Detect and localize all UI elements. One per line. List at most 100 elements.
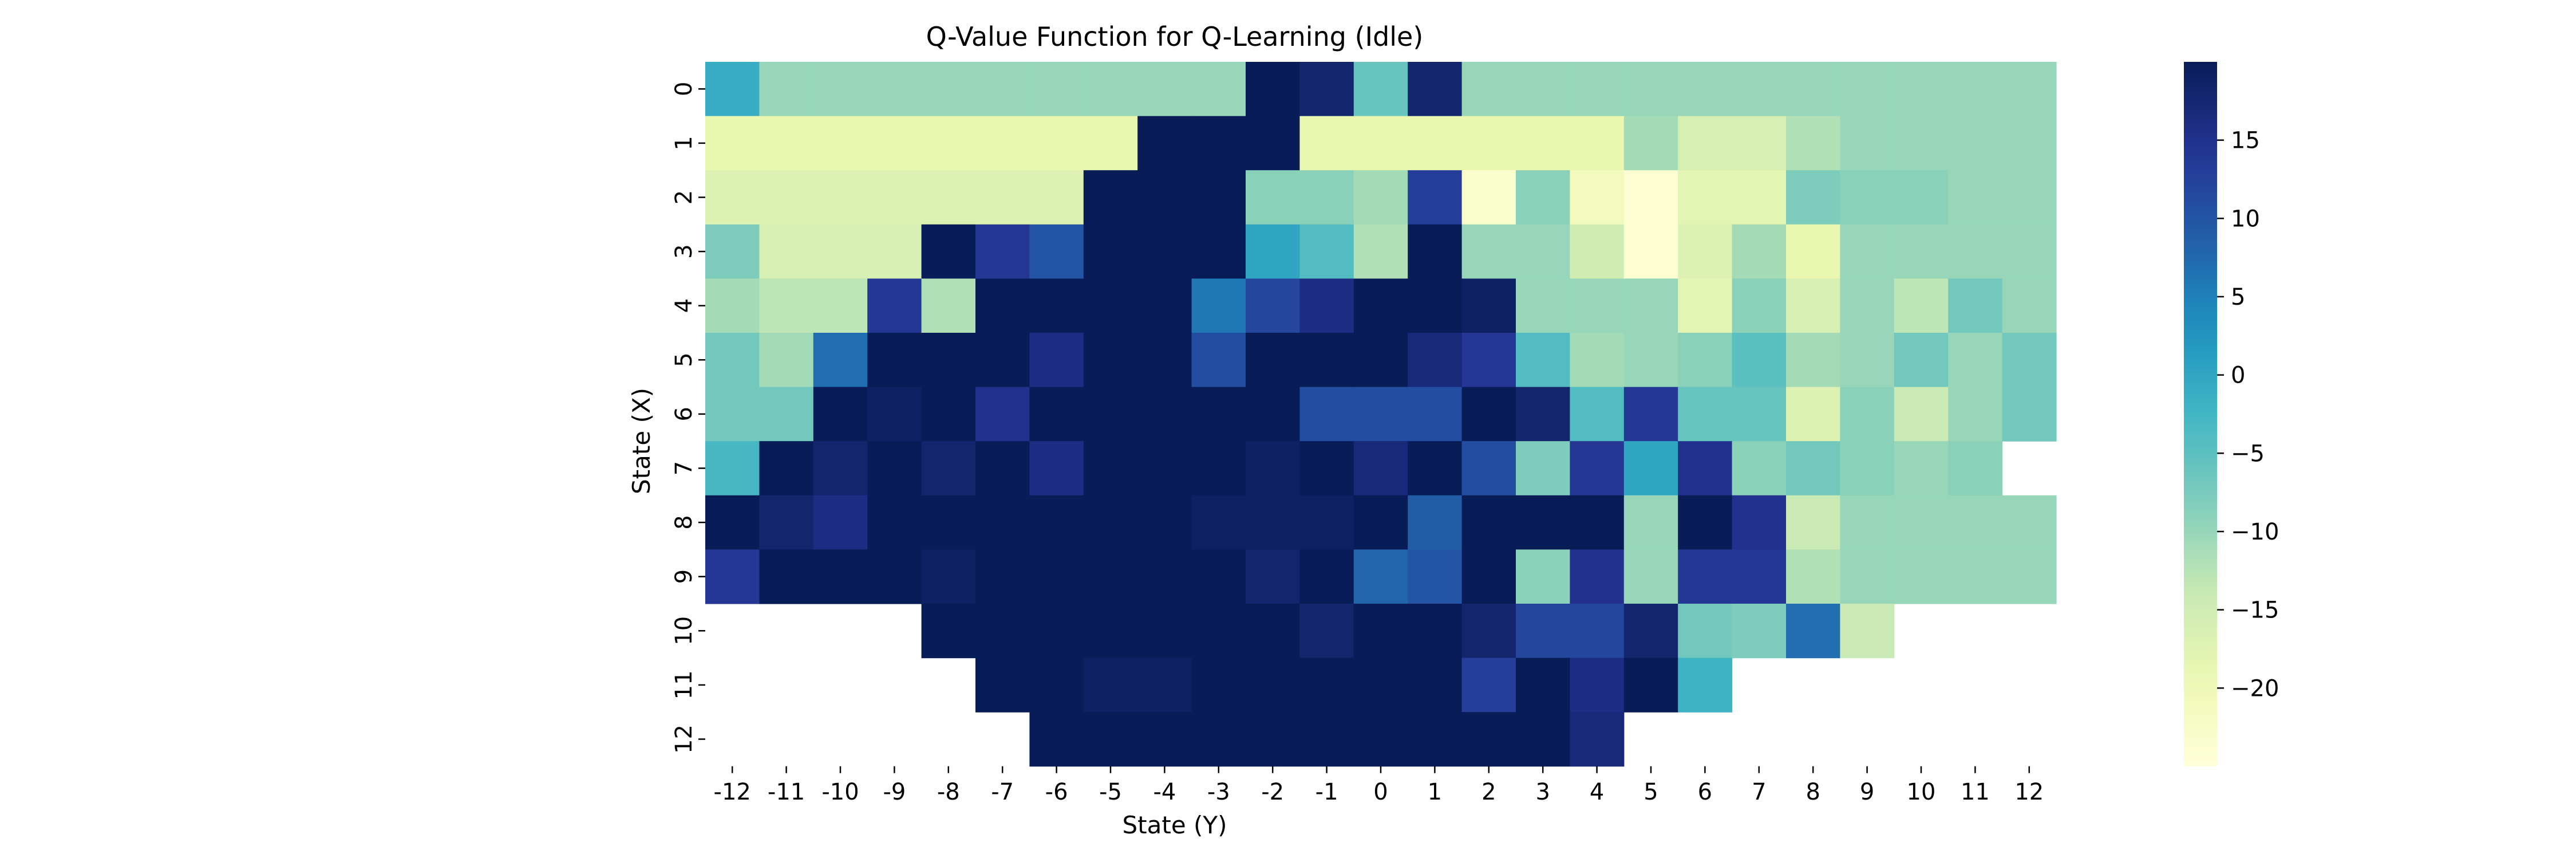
heatmap-cell	[1678, 333, 1733, 388]
heatmap-cell	[2002, 224, 2057, 279]
heatmap-cell	[1461, 170, 1516, 225]
x-tick-label: -4	[1153, 779, 1176, 805]
colorbar-tick-label: −15	[2231, 597, 2279, 624]
heatmap-cell	[1353, 333, 1408, 388]
y-tick-label: 8	[671, 515, 697, 529]
heatmap-cell	[1623, 116, 1678, 171]
heatmap-cell	[1083, 62, 1138, 117]
colorbar-ticks: 15 10 5 0 −5 −10 −15 −20	[2217, 128, 2279, 702]
heatmap-cell	[1083, 333, 1138, 388]
heatmap-cell	[1353, 116, 1408, 171]
heatmap-cell	[1840, 387, 1895, 442]
heatmap-cell	[1786, 387, 1840, 442]
heatmap-cell	[1678, 658, 1733, 713]
heatmap-cell	[1678, 224, 1733, 279]
heatmap-cell	[1948, 62, 2003, 117]
heatmap-cell	[975, 278, 1030, 333]
heatmap-cell	[1948, 170, 2003, 225]
colorbar-tick-label: 5	[2231, 284, 2245, 310]
heatmap-cell	[1353, 658, 1408, 713]
x-tick-label: 0	[1373, 779, 1388, 805]
heatmap-cell	[1299, 658, 1354, 713]
heatmap-cell	[1786, 333, 1840, 388]
y-axis-label: State (X)	[627, 388, 655, 494]
y-tick-label: 3	[671, 244, 697, 258]
heatmap-cell	[1083, 495, 1138, 550]
heatmap-cell	[921, 441, 976, 496]
x-tick-label: -3	[1207, 779, 1230, 805]
y-tick-label: 7	[671, 461, 697, 475]
heatmap-cell	[705, 278, 760, 333]
heatmap-cell	[1246, 170, 1300, 225]
heatmap-cell	[1516, 658, 1570, 713]
x-tick-label: 7	[1752, 779, 1766, 805]
heatmap-cell	[1299, 116, 1354, 171]
heatmap-cell	[975, 170, 1030, 225]
heatmap-cell	[1678, 170, 1733, 225]
heatmap-cell	[1408, 170, 1463, 225]
heatmap-cell	[1516, 278, 1570, 333]
heatmap-cell	[921, 116, 976, 171]
heatmap-cell	[1570, 62, 1625, 117]
x-tick-label: -5	[1099, 779, 1122, 805]
heatmap-cell	[1678, 278, 1733, 333]
heatmap-cell	[1894, 441, 1949, 496]
heatmap-cell	[1191, 224, 1246, 279]
heatmap-cell	[1516, 387, 1570, 442]
heatmap-cell	[1461, 333, 1516, 388]
heatmap-cell	[1353, 712, 1408, 767]
y-tick-label: 4	[671, 298, 697, 313]
heatmap-cell	[1137, 62, 1192, 117]
heatmap-cell	[1461, 278, 1516, 333]
x-tick-label: 5	[1643, 779, 1658, 805]
heatmap-cell	[1353, 441, 1408, 496]
heatmap-cell	[1516, 170, 1570, 225]
heatmap-cell	[1137, 170, 1192, 225]
heatmap-cell	[1029, 387, 1084, 442]
colorbar-tick-label: −5	[2231, 440, 2265, 467]
heatmap-cell	[2002, 278, 2057, 333]
heatmap-cell	[1786, 604, 1840, 659]
heatmap-cell	[759, 170, 814, 225]
heatmap-cell	[1408, 495, 1463, 550]
heatmap-cell	[1299, 333, 1354, 388]
heatmap-cell	[1246, 712, 1300, 767]
heatmap-cell	[1786, 495, 1840, 550]
heatmap-cell	[1299, 441, 1354, 496]
heatmap-cell	[1461, 549, 1516, 604]
heatmap-cell	[1299, 170, 1354, 225]
heatmap-cell	[867, 549, 922, 604]
heatmap-cell	[1408, 224, 1463, 279]
heatmap-cell	[1623, 387, 1678, 442]
heatmap-cell	[1191, 278, 1246, 333]
heatmap-cell	[1246, 387, 1300, 442]
heatmap-cell	[1948, 495, 2003, 550]
heatmap-cell	[2002, 387, 2057, 442]
heatmap-cell	[1894, 549, 1949, 604]
x-tick-label: 1	[1428, 779, 1442, 805]
y-tick-label: 1	[671, 136, 697, 150]
heatmap-cell	[1299, 224, 1354, 279]
heatmap-cell	[1299, 495, 1354, 550]
heatmap-cell	[705, 495, 760, 550]
heatmap-cell	[1570, 224, 1625, 279]
heatmap-cell	[1678, 495, 1733, 550]
heatmap-cell	[1516, 62, 1570, 117]
y-tick-label: 6	[671, 407, 697, 421]
heatmap-cell	[705, 549, 760, 604]
heatmap-cell	[813, 441, 868, 496]
heatmap-cell	[1894, 116, 1949, 171]
heatmap-cell	[1732, 170, 1787, 225]
heatmap-cell	[1029, 333, 1084, 388]
heatmap-cell	[1083, 116, 1138, 171]
heatmap-cell	[867, 441, 922, 496]
heatmap-cell	[1246, 116, 1300, 171]
heatmap-cell	[1029, 658, 1084, 713]
heatmap-cell	[759, 224, 814, 279]
heatmap-cell	[759, 387, 814, 442]
heatmap-cell	[1353, 224, 1408, 279]
heatmap-cell	[1516, 333, 1570, 388]
x-axis-ticks: -12 -11 -10 -9 -8 -7 -6 -5 -4 -3 -2 -1 0 1 2 3 4 5 6 7 8 9 10 1…	[714, 766, 2044, 805]
